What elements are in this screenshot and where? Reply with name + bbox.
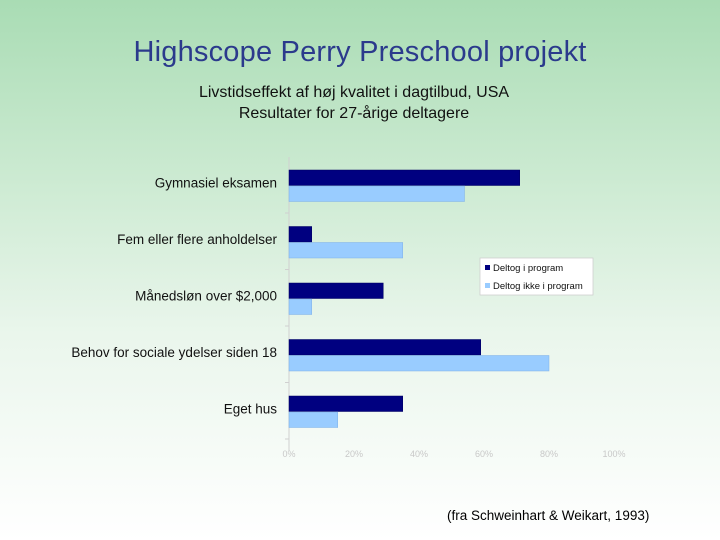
category-label: Behov for sociale ydelser siden 18 (71, 345, 277, 360)
bar-deltog-ikke-3 (288, 355, 550, 372)
chart-subtitle: Livstidseffekt af høj kvalitet i dagtilb… (0, 82, 708, 124)
chart-axes (285, 157, 290, 451)
legend-box (479, 257, 594, 296)
chart-bars (288, 169, 550, 428)
category-label: Gymnasiel eksamen (155, 176, 277, 191)
x-tick-label: 40% (410, 449, 428, 459)
bar-deltog-ikke-2 (288, 298, 312, 315)
x-tick-label: 0% (282, 449, 295, 459)
slide-title: Highscope Perry Preschool projekt (133, 36, 587, 68)
x-tick-label: 100% (602, 449, 625, 459)
bar-deltog-3 (288, 339, 481, 356)
subtitle-line-2: Resultater for 27-årige deltagere (238, 105, 470, 122)
x-tick-label: 20% (345, 449, 363, 459)
category-label: Månedsløn over $2,000 (135, 289, 277, 304)
legend-swatch (485, 265, 490, 270)
category-label: Eget hus (224, 402, 278, 417)
bar-deltog-ikke-4 (288, 411, 338, 428)
legend-swatch (485, 283, 490, 288)
chart-legend: Deltog i program Deltog ikke i program (479, 257, 594, 296)
subtitle-line-1: Livstidseffekt af høj kvalitet i dagtilb… (198, 84, 510, 101)
legend-label: Deltog ikke i program (493, 281, 583, 292)
source-citation: (fra Schweinhart & Weikart, 1993) (447, 508, 650, 523)
chart-category-labels: Gymnasiel eksamen Fem eller flere anholde… (71, 176, 277, 417)
bar-deltog-4 (288, 395, 403, 412)
bar-deltog-ikke-0 (288, 185, 465, 202)
bar-deltog-ikke-1 (288, 242, 403, 259)
x-tick-label: 80% (540, 449, 558, 459)
legend-label: Deltog i program (493, 263, 563, 274)
bar-deltog-0 (288, 169, 520, 186)
bar-deltog-1 (288, 226, 312, 243)
category-label: Fem eller flere anholdelser (117, 232, 277, 247)
bar-deltog-2 (288, 282, 384, 299)
x-tick-label: 60% (475, 449, 493, 459)
chart-tick-labels: 0% 20% 40% 60% 80% 100% (282, 449, 625, 459)
